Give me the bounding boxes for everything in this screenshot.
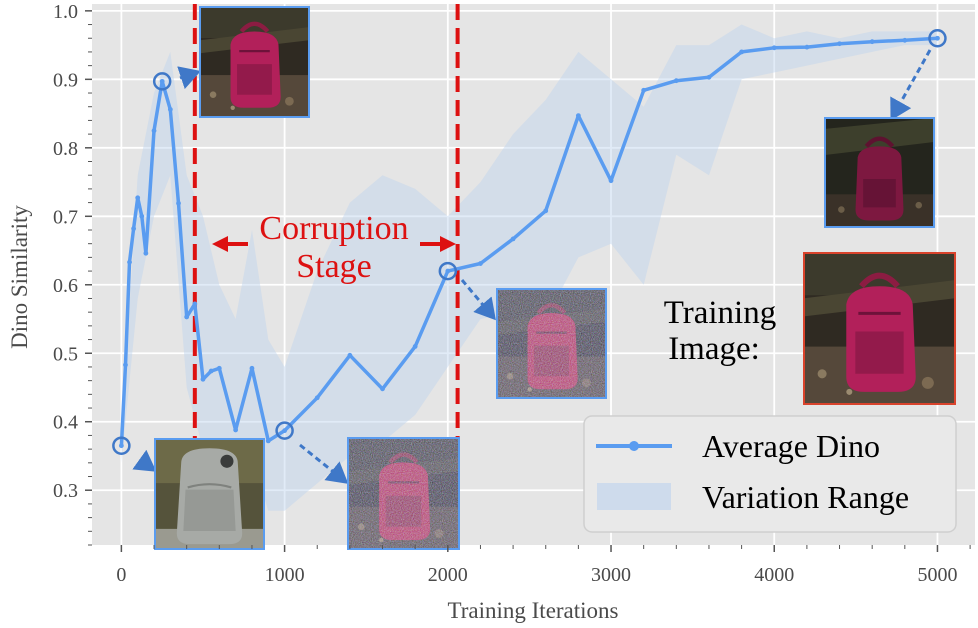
data-point <box>249 365 255 371</box>
callout-arrow-5000 <box>890 49 932 121</box>
thumbnail-iter-2000 <box>496 288 607 399</box>
data-point <box>159 78 165 84</box>
data-point <box>216 365 222 371</box>
training-image-thumbnail <box>803 252 956 405</box>
data-point <box>139 213 145 219</box>
data-point <box>131 226 137 232</box>
data-point <box>192 301 198 307</box>
average-dino-line <box>119 36 938 446</box>
data-point <box>118 443 124 449</box>
data-point <box>575 113 581 119</box>
x-axis: 0 1000 2000 3000 4000 5000 <box>116 545 971 586</box>
legend-swatch-band <box>597 483 671 510</box>
legend-label-average: Average Dino <box>702 428 880 464</box>
y-axis: 0.3 0.4 0.5 0.6 0.7 0.8 0.9 1.0 <box>53 1 92 546</box>
highlight-ring-4 <box>928 28 947 48</box>
data-point <box>233 427 239 433</box>
data-point <box>412 344 418 349</box>
callout-arrow-2000 <box>460 279 496 321</box>
data-point <box>282 428 287 434</box>
y-tick-label-3: 0.6 <box>53 275 78 297</box>
thumbnail-iter-0 <box>154 438 265 550</box>
data-point <box>127 259 132 265</box>
data-point <box>151 128 157 134</box>
data-point <box>143 250 149 256</box>
y-tick-label-0: 0.3 <box>53 480 78 502</box>
data-point <box>478 261 483 266</box>
data-point <box>771 45 777 51</box>
data-point <box>739 49 745 55</box>
x-tick-label-2: 2000 <box>428 564 468 586</box>
x-tick-label-0: 0 <box>116 564 126 586</box>
data-point <box>869 39 875 45</box>
x-tick-label-5: 5000 <box>917 564 957 586</box>
legend: Average Dino Variation Range <box>583 415 957 533</box>
data-point <box>314 395 320 401</box>
data-point <box>608 178 614 184</box>
data-point <box>135 195 141 201</box>
data-point <box>184 314 190 320</box>
data-point <box>935 35 940 41</box>
data-point <box>176 200 181 206</box>
data-point <box>380 386 385 392</box>
y-tick-label-2: 0.5 <box>53 343 78 365</box>
data-point <box>265 438 271 444</box>
corruption-markers <box>192 4 460 545</box>
thumbnail-iter-5000 <box>824 117 935 228</box>
data-point <box>902 37 908 43</box>
y-tick-label-1: 0.4 <box>53 412 78 434</box>
data-point <box>445 268 451 274</box>
corruption-label-line2: Stage <box>296 248 372 285</box>
data-point <box>208 368 214 374</box>
highlight-ring-1 <box>152 72 172 91</box>
data-point <box>543 208 549 214</box>
highlighted-points <box>112 28 947 455</box>
training-label-line1: Training <box>664 295 776 331</box>
y-tick-label-6: 0.9 <box>53 69 78 91</box>
highlight-ring-3 <box>438 261 458 281</box>
data-point <box>837 41 842 47</box>
data-point <box>641 87 647 93</box>
data-point <box>804 44 810 50</box>
training-label-line2: Image: <box>668 331 760 367</box>
callout-arrows <box>132 49 932 484</box>
data-point <box>673 78 679 84</box>
highlight-ring-2 <box>275 421 294 440</box>
y-tick-label-7: 1.0 <box>53 1 78 23</box>
y-tick-label-5: 0.8 <box>53 138 78 160</box>
x-tick-label-4: 4000 <box>754 564 794 586</box>
data-point <box>510 236 516 242</box>
thumbnail-iter-250 <box>199 6 310 118</box>
y-tick-label-4: 0.7 <box>53 206 78 228</box>
legend-swatch-marker <box>629 441 639 451</box>
average-dino-series <box>118 35 940 449</box>
callout-arrow-0 <box>132 449 157 472</box>
y-axis-title: Dino Similarity <box>7 205 32 349</box>
highlight-ring-0 <box>112 436 131 455</box>
x-tick-label-1: 1000 <box>265 564 305 586</box>
corruption-arrows <box>212 236 456 252</box>
data-point <box>123 362 128 368</box>
corruption-label-line1: Corruption <box>259 210 408 247</box>
x-tick-label-3: 3000 <box>591 564 631 586</box>
data-point <box>200 376 206 382</box>
data-point <box>347 352 353 358</box>
callout-arrow-250 <box>177 66 201 90</box>
data-point <box>706 74 712 80</box>
x-axis-title: Training Iterations <box>448 598 619 623</box>
data-point <box>167 107 173 112</box>
legend-label-variation: Variation Range <box>702 479 909 515</box>
thumbnail-iter-1000 <box>347 437 460 550</box>
